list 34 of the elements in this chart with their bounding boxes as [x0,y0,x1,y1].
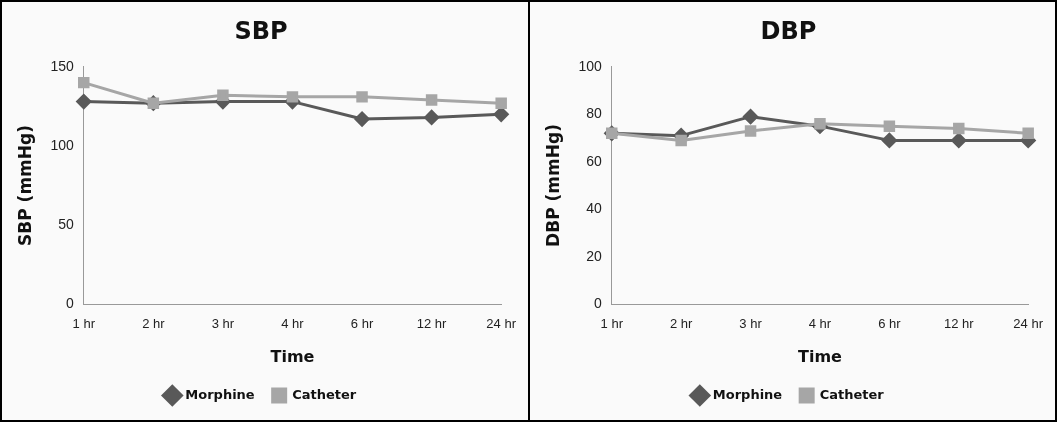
x-tick-label: 2 hr [142,315,166,331]
y-tick-label: 20 [586,247,602,264]
chart-title: SBP [234,16,288,45]
legend-label: Catheter [819,386,885,402]
x-tick-label: 3 hr [739,315,763,331]
x-axis-title: Time [798,346,843,366]
y-tick-label: 0 [65,295,74,312]
x-tick-label: 24 hr [486,315,517,331]
y-tick-label: 0 [593,295,602,312]
x-tick-label: 4 hr [808,315,832,331]
x-tick-label: 3 hr [211,315,235,331]
legend-label: Catheter [292,386,357,402]
x-tick-label: 4 hr [281,315,305,331]
x-tick-label: 6 hr [350,315,374,331]
chart-title: DBP [760,16,817,45]
y-tick-label: 40 [586,200,602,217]
y-axis-title: DBP (mmHg) [542,124,563,247]
x-tick-label: 2 hr [669,315,694,331]
y-tick-label: 100 [578,57,602,74]
x-axis-title: Time [270,346,315,366]
legend-label: Morphine [185,386,255,402]
y-tick-label: 150 [50,57,74,74]
x-tick-label: 12 hr [416,315,448,331]
y-tick-label: 60 [586,152,602,169]
y-axis-title: SBP (mmHg) [14,125,35,246]
x-tick-label: 1 hr [72,315,96,331]
y-tick-label: 50 [58,215,74,232]
y-tick-label: 100 [50,136,74,153]
legend-label: Morphine [712,386,783,402]
x-tick-label: 6 hr [878,315,902,331]
x-tick-label: 1 hr [600,315,624,331]
x-tick-label: 12 hr [943,315,975,331]
y-tick-label: 80 [586,105,602,122]
x-tick-label: 24 hr [1013,315,1044,331]
